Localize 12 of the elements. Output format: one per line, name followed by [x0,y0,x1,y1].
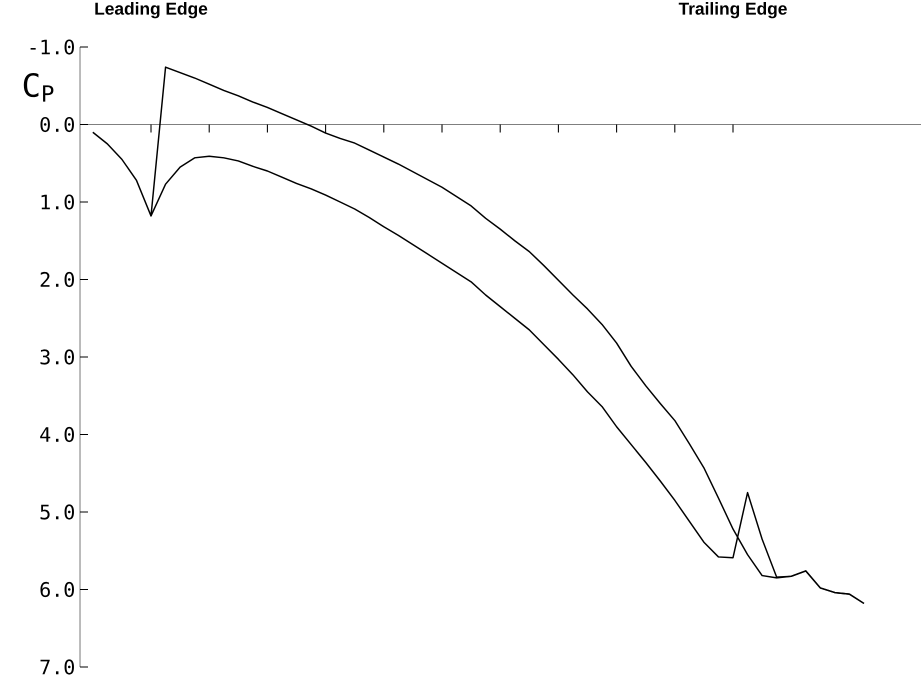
y-tick-label: 4.0 [40,426,74,442]
y-axis-title: C$_{P}$ [24,72,54,102]
y-tick-label: 2.0 [40,272,74,288]
y-tick-label: 3.0 [40,349,74,365]
y-tick-label: 7.0 [40,659,74,675]
y-tick-label: 6.0 [40,582,74,598]
y-tick-label: 0.0 [40,116,74,132]
text: Leading Edge [95,2,208,18]
y-tick-label: 1.0 [42,194,74,210]
y-tick-label: 5.0 [40,504,74,520]
y-tick-label: -1.0 [30,39,74,55]
text: Trailing Edge [678,2,787,18]
